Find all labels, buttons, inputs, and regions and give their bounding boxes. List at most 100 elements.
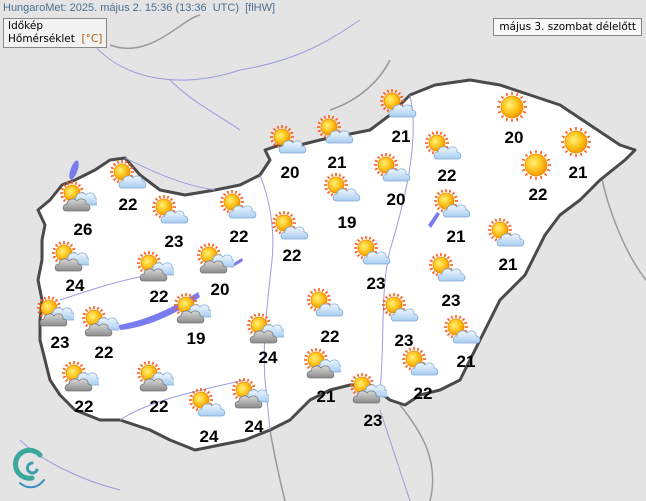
sun-grey-cloud-icon bbox=[136, 251, 177, 285]
lake-ferto bbox=[69, 160, 79, 180]
sun-icon bbox=[517, 148, 555, 182]
grey-cloud-icon bbox=[84, 323, 113, 337]
sun-icon bbox=[561, 127, 591, 157]
temperature-label: 20 bbox=[210, 280, 230, 299]
light-cloud-icon bbox=[390, 308, 419, 322]
temperature-label: 20 bbox=[504, 128, 524, 147]
temperature-label: 26 bbox=[73, 220, 93, 239]
sun-light-cloud-icon bbox=[316, 115, 354, 149]
sun-grey-cloud-icon bbox=[59, 181, 100, 215]
grey-cloud-icon bbox=[54, 258, 83, 272]
temperature-label: 22 bbox=[282, 246, 302, 265]
temperature-label: 21 bbox=[327, 153, 347, 172]
temperature-label: 22 bbox=[437, 166, 457, 185]
light-cloud-icon bbox=[382, 168, 411, 182]
sun-light-cloud-icon bbox=[487, 218, 525, 252]
light-cloud-icon bbox=[197, 403, 226, 417]
temperature-label: 22 bbox=[413, 384, 433, 403]
temperature-label: 21 bbox=[498, 255, 518, 274]
sun-light-cloud-icon bbox=[401, 347, 439, 381]
sun-grey-cloud-icon bbox=[36, 296, 77, 330]
temperature-label: 22 bbox=[528, 185, 548, 204]
light-cloud-icon bbox=[388, 104, 417, 118]
forecast-date-label: május 3. szombat délelőtt bbox=[493, 18, 642, 36]
sun-icon bbox=[382, 293, 406, 317]
temperature-label: 20 bbox=[386, 190, 406, 209]
light-cloud-icon bbox=[437, 268, 466, 282]
sun-grey-cloud-icon bbox=[173, 293, 214, 327]
light-cloud-icon bbox=[228, 205, 257, 219]
temperature-label: 22 bbox=[149, 397, 169, 416]
sun-icon bbox=[307, 288, 331, 312]
legend-unit: [°C] bbox=[81, 33, 103, 45]
sun-light-cloud-icon bbox=[373, 153, 411, 187]
light-cloud-icon bbox=[315, 303, 344, 317]
sun-light-cloud-icon bbox=[428, 253, 466, 287]
sun-light-cloud-icon bbox=[271, 211, 309, 245]
light-cloud-icon bbox=[118, 175, 147, 189]
sun-icon bbox=[189, 388, 213, 412]
temperature-label: 24 bbox=[244, 417, 264, 436]
sun-grey-cloud-icon bbox=[136, 361, 177, 395]
sun-light-cloud-icon bbox=[151, 195, 189, 229]
temperature-label: 19 bbox=[337, 213, 357, 232]
grey-cloud-icon bbox=[352, 390, 381, 404]
lake-balaton bbox=[118, 292, 200, 330]
grey-cloud-icon bbox=[139, 268, 168, 282]
map-legend: Időkép Hőmérséklet [°C] bbox=[3, 18, 108, 48]
grey-cloud-icon bbox=[199, 260, 228, 274]
legend-parameter: Hőmérséklet bbox=[8, 33, 75, 45]
sun-grey-cloud-icon bbox=[303, 348, 344, 382]
lake-tisza bbox=[428, 212, 440, 228]
temperature-label: 21 bbox=[456, 352, 476, 371]
temperature-label: 22 bbox=[149, 287, 169, 306]
sun-grey-cloud-icon bbox=[196, 243, 237, 277]
sun-icon bbox=[317, 115, 341, 139]
sun-icon bbox=[557, 125, 595, 159]
light-cloud-icon bbox=[442, 204, 471, 218]
hungary-land bbox=[36, 78, 637, 452]
grey-cloud-icon bbox=[64, 378, 93, 392]
sun-grey-cloud-icon bbox=[349, 373, 390, 407]
grey-cloud-icon bbox=[62, 198, 91, 212]
legend-title: Időkép bbox=[8, 20, 44, 32]
light-cloud-icon bbox=[278, 140, 307, 154]
grey-cloud-icon bbox=[249, 330, 278, 344]
sun-light-cloud-icon bbox=[381, 293, 419, 327]
sun-icon bbox=[220, 190, 244, 214]
grey-cloud-icon bbox=[234, 395, 263, 409]
light-cloud-icon bbox=[332, 188, 361, 202]
sun-icon bbox=[493, 90, 531, 124]
light-cloud-icon bbox=[160, 210, 189, 224]
temperature-label: 23 bbox=[366, 274, 386, 293]
sun-icon bbox=[374, 153, 398, 177]
temperature-label: 22 bbox=[118, 195, 138, 214]
sun-grey-cloud-icon bbox=[246, 313, 287, 347]
hungaromet-logo bbox=[12, 447, 45, 489]
sun-icon bbox=[354, 236, 378, 260]
grey-cloud-icon bbox=[176, 310, 205, 324]
sun-light-cloud-icon bbox=[379, 89, 417, 123]
temperature-label: 23 bbox=[50, 333, 70, 352]
sun-light-cloud-icon bbox=[353, 236, 391, 270]
grey-cloud-icon bbox=[139, 378, 168, 392]
temperature-label: 22 bbox=[229, 227, 249, 246]
sun-light-cloud-icon bbox=[219, 190, 257, 224]
temperature-label: 23 bbox=[441, 291, 461, 310]
lake-velence bbox=[232, 258, 243, 267]
light-cloud-icon bbox=[362, 251, 391, 265]
temperature-label: 21 bbox=[391, 127, 411, 146]
temperature-label: 23 bbox=[164, 232, 184, 251]
temperature-label: 21 bbox=[446, 227, 466, 246]
temperature-label: 21 bbox=[568, 163, 588, 182]
light-cloud-icon bbox=[496, 233, 525, 247]
sun-light-cloud-icon bbox=[109, 160, 147, 194]
light-cloud-icon bbox=[325, 130, 354, 144]
grey-cloud-icon bbox=[306, 365, 335, 379]
light-cloud-icon bbox=[410, 362, 439, 376]
source-timestamp: HungaroMet: 2025. május 2. 15:36 (13:36 … bbox=[3, 2, 276, 14]
sun-light-cloud-icon bbox=[443, 315, 481, 349]
temperature-label: 21 bbox=[316, 387, 336, 406]
sun-icon bbox=[497, 92, 527, 122]
